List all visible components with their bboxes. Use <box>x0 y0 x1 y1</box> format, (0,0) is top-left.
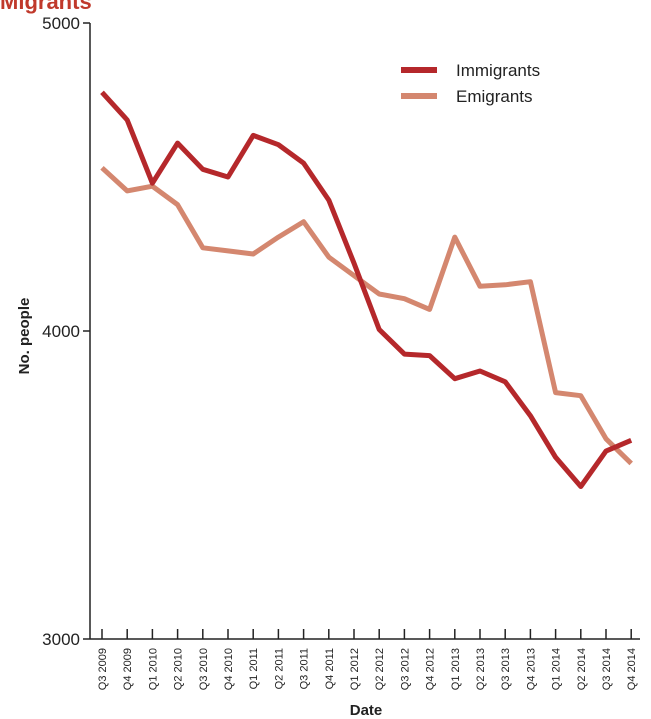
x-tick-label: Q3 2010 <box>198 648 210 690</box>
x-tick-label: Q4 2011 <box>324 648 336 689</box>
axes <box>89 23 640 640</box>
x-tick-label: Q2 2014 <box>576 648 588 690</box>
y-tick-label: 3000 <box>42 630 80 649</box>
x-tick-label: Q1 2012 <box>349 648 361 690</box>
x-tick-label: Q4 2013 <box>525 648 537 690</box>
x-tick-label: Q3 2013 <box>500 648 512 690</box>
x-axis-title: Date <box>350 702 383 719</box>
y-axis-title: No. people <box>16 298 33 375</box>
x-tick-label: Q4 2010 <box>223 648 235 690</box>
y-tick-label: 4000 <box>42 322 80 341</box>
x-tick-label: Q1 2014 <box>551 648 563 690</box>
x-tick-label: Q3 2011 <box>299 648 311 689</box>
y-tick-label: 5000 <box>42 14 80 33</box>
x-ticks: Q3 2009 Q4 2009 Q1 2010 Q2 2010 Q3 2010 Q4 20… <box>97 629 638 690</box>
y-ticks: 3000 4000 5000 <box>42 14 90 649</box>
x-tick-label: Q3 2009 <box>97 648 109 690</box>
legend-label-emigrants: Emigrants <box>456 87 533 106</box>
x-tick-label: Q3 2014 <box>601 648 613 690</box>
series-line-emigrants <box>100 165 633 466</box>
x-tick-label: Q4 2014 <box>626 648 638 690</box>
x-tick-label: Q1 2010 <box>147 648 159 690</box>
x-tick-label: Q2 2010 <box>173 648 185 690</box>
series-lines <box>100 90 633 489</box>
chart-title-cut: Migrants <box>0 0 92 14</box>
x-tick-label: Q1 2011 <box>248 648 260 689</box>
x-tick-label: Q2 2013 <box>475 648 487 690</box>
series-line-immigrants <box>100 90 633 489</box>
x-tick-label: Q3 2012 <box>399 648 411 690</box>
x-tick-label: Q4 2009 <box>122 648 134 690</box>
legend-label-immigrants: Immigrants <box>456 61 540 80</box>
x-tick-label: Q2 2012 <box>374 648 386 690</box>
legend: Immigrants Emigrants <box>401 61 540 106</box>
x-tick-label: Q4 2012 <box>425 648 437 690</box>
x-tick-label: Q1 2013 <box>450 648 462 690</box>
x-tick-label: Q2 2011 <box>273 648 285 689</box>
